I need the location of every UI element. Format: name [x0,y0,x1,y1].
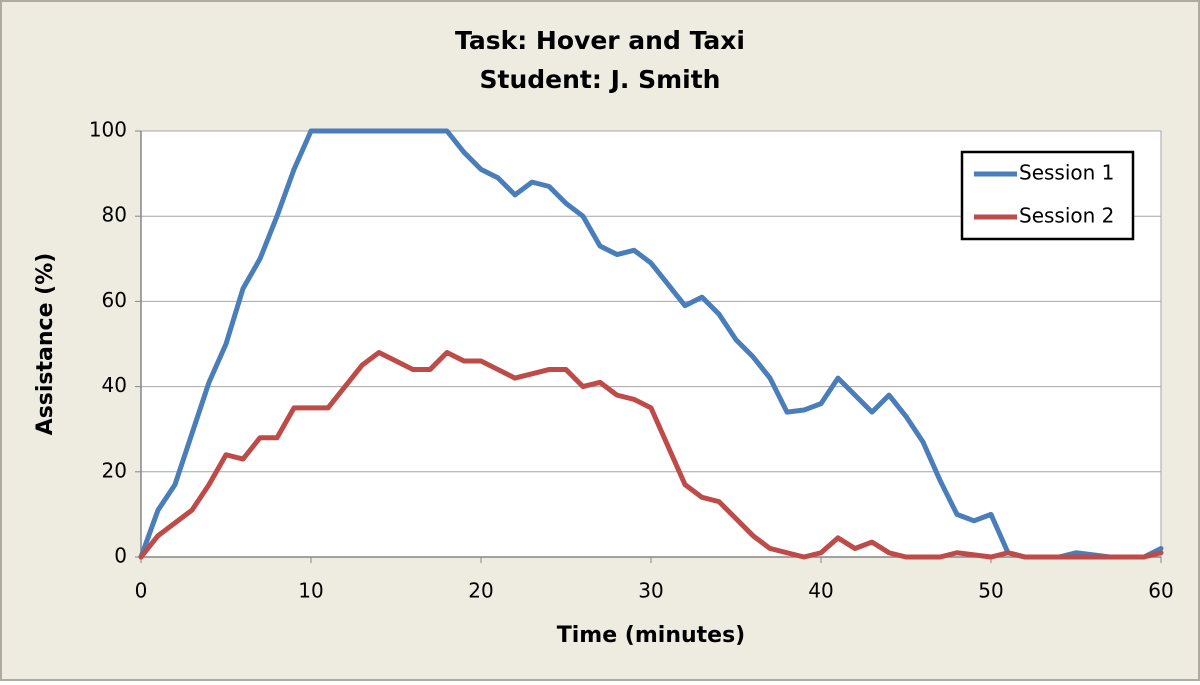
series-line [138,128,1164,560]
x-tick-label: 60 [1148,579,1173,603]
x-tick-label: 50 [978,579,1003,603]
legend-label: Session 1 [1019,161,1114,185]
chart-title: Task: Hover and Taxi [455,26,745,55]
x-tick-label: 30 [638,579,663,603]
y-tick-label: 80 [102,203,127,227]
y-axis-label: Assistance (%) [33,253,58,436]
legend-box [960,150,1135,241]
series-line [138,350,1164,560]
y-tick-label: 60 [102,288,127,312]
y-tick-label: 100 [89,118,127,142]
legend-label: Session 2 [1019,204,1114,228]
x-axis-label: Time (minutes) [557,623,745,648]
y-tick-label: 20 [102,458,127,482]
x-tick-label: 20 [468,579,493,603]
x-tick-label: 0 [135,579,148,603]
y-tick-label: 0 [114,544,127,568]
y-tick-label: 40 [102,373,127,397]
chart-subtitle: Student: J. Smith [480,65,721,94]
x-tick-label: 40 [808,579,833,603]
x-tick-label: 10 [298,579,323,603]
